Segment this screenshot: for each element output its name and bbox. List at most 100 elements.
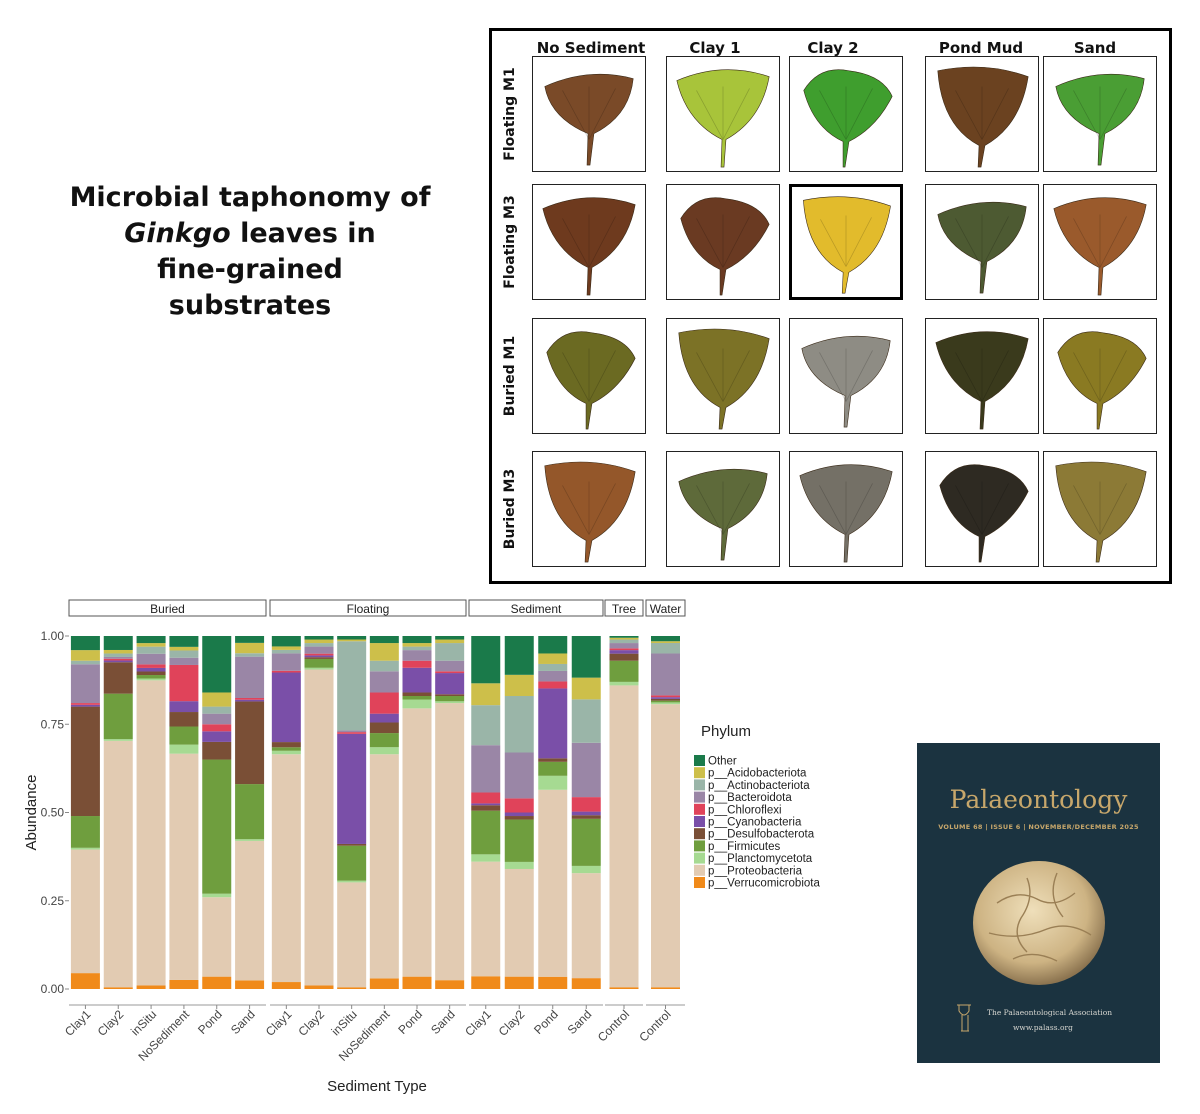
bar-segment	[202, 731, 232, 742]
bar-segment	[504, 816, 534, 820]
bar-segment	[337, 730, 367, 733]
bar-segment	[435, 696, 465, 702]
bar-segment	[337, 733, 367, 844]
leaf-photo	[925, 184, 1039, 300]
leaf-photo-panel: No Sediment Clay 1 Clay 2 Pond Mud Sand Float…	[489, 28, 1172, 584]
bar-segment	[169, 753, 199, 980]
bar-segment	[202, 897, 232, 977]
bar-segment	[609, 660, 639, 682]
leaf-photo	[925, 56, 1039, 172]
bar-segment	[169, 664, 199, 702]
bar-segment	[235, 697, 265, 700]
bar-segment	[538, 789, 568, 977]
bar-segment	[271, 754, 301, 983]
leaf-photo	[532, 318, 646, 434]
x-tick-label: Clay1	[462, 1007, 494, 1039]
bar-segment	[538, 663, 568, 671]
ginkgo-leaf-image	[678, 468, 768, 561]
facet-label: Buried	[150, 602, 185, 616]
bar-segment	[337, 845, 367, 881]
bar-segment	[70, 664, 100, 704]
leaf-photo	[666, 184, 780, 300]
ginkgo-leaf-image	[1057, 331, 1147, 430]
bar-segment	[369, 713, 399, 723]
bar-segment	[435, 701, 465, 704]
bar-segment	[202, 759, 232, 894]
bar-segment	[103, 987, 133, 989]
bar-segment	[271, 646, 301, 650]
x-tick-label: Control	[595, 1007, 632, 1044]
bar-segment	[571, 699, 601, 743]
bar-segment	[304, 669, 334, 986]
bar-segment	[136, 643, 166, 647]
ginkgo-leaf-image	[803, 196, 891, 294]
legend-label: p__Firmicutes	[708, 841, 780, 853]
bar-segment	[471, 636, 501, 684]
bar-segment	[504, 868, 534, 977]
ginkgo-leaf-image	[542, 197, 636, 296]
bar-segment	[235, 699, 265, 702]
bar-segment	[235, 839, 265, 841]
legend-swatch	[694, 840, 705, 852]
bar-segment	[504, 819, 534, 862]
bar-segment	[202, 636, 232, 693]
bar-segment	[471, 854, 501, 862]
facet-label: Floating	[347, 602, 390, 616]
bar-segment	[571, 677, 601, 700]
title-genus: Ginkgo	[124, 218, 231, 249]
x-tick-label: Pond	[531, 1007, 561, 1037]
bar-segment	[538, 681, 568, 689]
bar-segment	[136, 646, 166, 654]
bar-segment	[609, 648, 639, 651]
bar-segment	[235, 701, 265, 785]
bar-segment	[202, 976, 232, 989]
bar-segment	[202, 724, 232, 732]
bar-segment	[169, 726, 199, 745]
title-line-1: Microbial taphonomy of	[69, 182, 431, 213]
bar-segment	[337, 641, 367, 731]
bar-segment	[609, 653, 639, 661]
legend-label: p__Chloroflexi	[708, 804, 782, 816]
bar-segment	[169, 636, 199, 647]
bar-segment	[471, 705, 501, 746]
bar-segment	[435, 703, 465, 981]
bar-segment	[435, 639, 465, 644]
bar-segment	[571, 811, 601, 816]
leaf-photo	[532, 184, 646, 300]
row-header: Floating M1	[502, 67, 518, 161]
row-header: Buried M1	[502, 335, 518, 417]
bar-segment	[304, 655, 334, 658]
bar-segment	[471, 976, 501, 989]
legend-label: Other	[708, 756, 737, 768]
y-axis-title: Abundance	[23, 775, 40, 851]
leaf-photo	[925, 451, 1039, 567]
bar-segment	[235, 784, 265, 840]
bar-segment	[103, 656, 133, 659]
x-tick-label: Pond	[195, 1007, 225, 1037]
bar-segment	[136, 680, 166, 986]
x-tick-label: Sand	[428, 1007, 458, 1037]
bar-segment	[103, 636, 133, 650]
legend-swatch	[694, 803, 705, 815]
bar-segment	[538, 688, 568, 759]
bar-segment	[304, 985, 334, 989]
bar-segment	[435, 660, 465, 672]
bar-segment	[136, 678, 166, 681]
bar-segment	[70, 660, 100, 665]
bar-segment	[70, 636, 100, 651]
facet-strip	[645, 599, 686, 617]
bar-segment	[435, 671, 465, 674]
facet-label: Tree	[612, 602, 637, 616]
bar-segment	[402, 708, 432, 977]
legend-swatch	[694, 791, 705, 803]
legend-label: p__Planctomycetota	[708, 853, 813, 865]
bar-segment	[471, 745, 501, 793]
leaf-photo	[532, 451, 646, 567]
bar-segment	[471, 810, 501, 855]
legend-swatch	[694, 816, 705, 827]
bar-segment	[538, 761, 568, 776]
bar-segment	[169, 701, 199, 713]
bar-segment	[651, 653, 680, 696]
row-header: Floating M3	[502, 195, 518, 289]
bar-segment	[136, 671, 166, 676]
